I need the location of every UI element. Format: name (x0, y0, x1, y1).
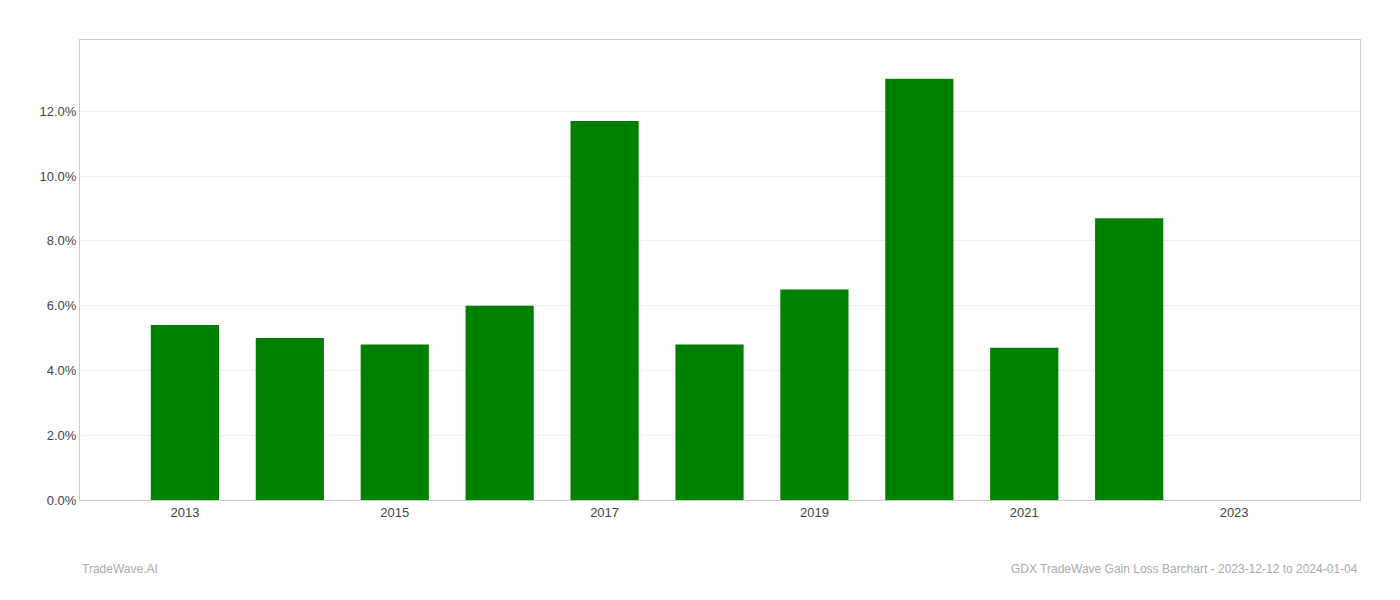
svg-text:2017: 2017 (590, 505, 619, 520)
svg-text:GDX TradeWave Gain Loss Barcha: GDX TradeWave Gain Loss Barchart - 2023-… (1011, 562, 1358, 576)
svg-text:2023: 2023 (1220, 505, 1249, 520)
svg-text:2013: 2013 (170, 505, 199, 520)
svg-text:2015: 2015 (380, 505, 409, 520)
svg-text:12.0%: 12.0% (40, 104, 77, 119)
svg-text:2.0%: 2.0% (47, 428, 77, 443)
svg-text:0.0%: 0.0% (47, 493, 77, 508)
svg-text:4.0%: 4.0% (47, 363, 77, 378)
svg-text:6.0%: 6.0% (47, 298, 77, 313)
svg-text:2021: 2021 (1010, 505, 1039, 520)
svg-text:2019: 2019 (800, 505, 829, 520)
svg-text:TradeWave.AI: TradeWave.AI (82, 562, 158, 576)
svg-text:8.0%: 8.0% (47, 233, 77, 248)
svg-text:10.0%: 10.0% (40, 169, 77, 184)
